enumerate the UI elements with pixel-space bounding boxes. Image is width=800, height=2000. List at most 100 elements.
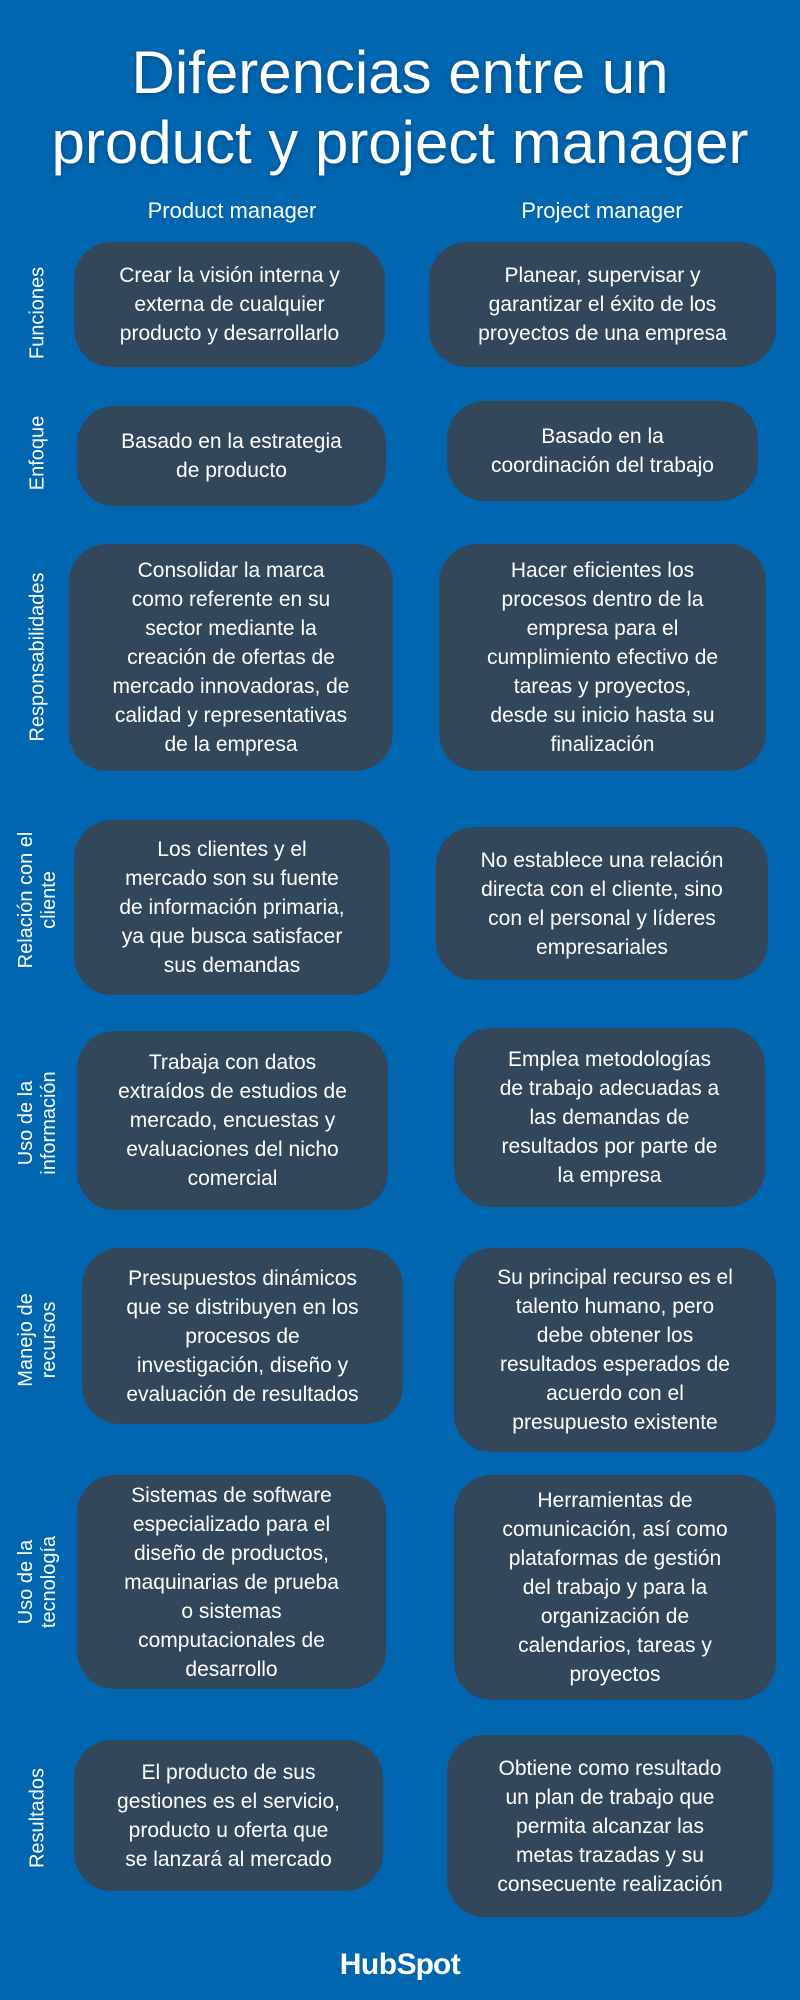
- row-label-line: Uso de la: [15, 1080, 37, 1166]
- row-label: Enfoque: [27, 416, 50, 491]
- cell-text-line: maquinarias de prueba: [124, 1570, 339, 1594]
- cell-text-line: sus demandas: [163, 954, 301, 977]
- cell-text-line: Crear la visión interna y: [119, 264, 340, 287]
- cell-text-line: proyectos de una empresa: [478, 322, 727, 345]
- cell-text-line: se lanzará al mercado: [125, 1847, 332, 1871]
- row-label-line: Responsabilidades: [26, 572, 49, 742]
- cell-text-line: del trabajo y para la: [522, 1576, 708, 1599]
- cell-text-line: sector mediante la: [145, 617, 317, 640]
- cell-text-line: Sistemas de software: [131, 1483, 332, 1507]
- project-manager-cell: No establece una relación directa con el …: [436, 827, 768, 980]
- cell-text-line: procesos de: [185, 1324, 300, 1348]
- row-label-line: Uso de la: [15, 1539, 37, 1625]
- cell-text-line: Herramientas de: [537, 1489, 693, 1512]
- cell-text-line: que se distribuyen en los: [126, 1295, 359, 1319]
- cell-text-line: presupuesto existente: [512, 1411, 718, 1434]
- row-label-line: recursos: [38, 1301, 60, 1379]
- cell-text-line: talento humano, pero: [515, 1295, 715, 1318]
- cell-text-line: empresa para el: [526, 617, 679, 640]
- project-manager-cell: Su principal recurso es el talento humano…: [454, 1248, 776, 1452]
- cell-text-line: organización de: [540, 1605, 690, 1628]
- cell-text-line: producto u oferta que: [128, 1818, 329, 1842]
- row-label: Resultados: [27, 1768, 50, 1868]
- row-label-line: Enfoque: [26, 415, 49, 491]
- cell-text-line: de producto: [176, 459, 287, 482]
- cell-text-line: diseño de productos,: [134, 1541, 329, 1565]
- cell-text-line: finalización: [550, 733, 655, 756]
- cell-text-line: de información primaria,: [119, 896, 345, 919]
- cell-text-line: Basado en la: [541, 425, 664, 448]
- cell-text-line: comercial: [187, 1167, 278, 1190]
- cell-text-line: El producto de sus: [141, 1760, 316, 1784]
- product-manager-cell: Crear la visión interna y externa de cual…: [74, 242, 385, 367]
- cell-text-line: desarrollo: [185, 1657, 278, 1681]
- cell-text-line: especializado para el: [132, 1512, 331, 1536]
- cell-text-line: metas trazadas y su: [516, 1843, 704, 1867]
- cell-text-line: resultados por parte de: [501, 1135, 718, 1158]
- cell-text-line: Emplea metodologías: [507, 1048, 712, 1071]
- cell-text-line: plataformas de gestión: [508, 1547, 722, 1570]
- cell-text-line: evaluación de resultados: [126, 1382, 359, 1406]
- cell-text-line: comunicación, así como: [502, 1518, 728, 1541]
- row-label: Uso de la información: [15, 1071, 61, 1174]
- cell-text-line: con el personal y líderes: [488, 906, 716, 930]
- project-manager-cell: Herramientas de comunicación, así como pla…: [454, 1475, 776, 1700]
- cell-text-line: Obtiene como resultado: [498, 1756, 722, 1780]
- cell-text-line: como referente en su: [131, 588, 331, 611]
- cell-text-line: mercado son su fuente: [125, 867, 339, 890]
- project-manager-cell: Basado en la coordinación del trabajo: [447, 401, 758, 501]
- cell-text-line: producto y desarrollarlo: [119, 322, 340, 345]
- row-label-line: información: [38, 1071, 60, 1175]
- row-label: Funciones: [27, 267, 50, 359]
- hubspot-logo: HubSpot: [339, 1948, 461, 1981]
- title-line: product y project manager: [51, 109, 749, 176]
- cell-text-line: evaluaciones del nicho: [126, 1138, 339, 1161]
- cell-text-line: la empresa: [557, 1164, 662, 1187]
- cell-text-line: externa de cualquier: [134, 293, 325, 316]
- product-manager-cell: Sistemas de software especializado para e…: [77, 1475, 386, 1689]
- product-manager-cell: Trabaja con datos extraídos de estudios d…: [77, 1031, 388, 1210]
- product-manager-cell: El producto de sus gestiones es el servic…: [74, 1740, 383, 1891]
- cell-text-line: Presupuestos dinámicos: [128, 1266, 357, 1290]
- cell-text-line: creación de ofertas de: [127, 646, 335, 669]
- cell-text-line: coordinación del trabajo: [491, 454, 714, 477]
- cell-text-line: o sistemas: [181, 1599, 282, 1623]
- cell-text-line: Los clientes y el: [157, 838, 307, 861]
- cell-text-line: mercado, encuestas y: [129, 1109, 336, 1132]
- product-manager-cell: Basado en la estrategia de producto: [77, 406, 386, 506]
- page-title: Diferencias entre un product y project m…: [0, 38, 800, 178]
- cell-text-line: calendarios, tareas y: [518, 1634, 712, 1657]
- cell-text-line: calidad y representativas: [114, 704, 348, 727]
- cell-text-line: Hacer eficientes los: [510, 559, 695, 582]
- project-manager-cell: Planear, supervisar y garantizar el éxito…: [429, 242, 776, 367]
- cell-text-line: extraídos de estudios de: [118, 1080, 347, 1103]
- column-header-product: Product manager: [147, 198, 317, 223]
- cell-text-line: debe obtener los: [536, 1324, 694, 1347]
- cell-text-line: No establece una relación: [480, 848, 724, 872]
- cell-text-line: desde su inicio hasta su: [490, 704, 715, 727]
- cell-text-line: de trabajo adecuadas a: [499, 1077, 720, 1100]
- row-label: Relación con el cliente: [15, 832, 61, 969]
- project-manager-cell: Emplea metodologías de trabajo adecuadas …: [454, 1028, 765, 1207]
- cell-text-line: garantizar el éxito de los: [488, 293, 717, 316]
- cell-text-line: gestiones es el servicio,: [117, 1789, 340, 1813]
- cell-text-line: acuerdo con el: [546, 1382, 684, 1405]
- cell-text-line: un plan de trabajo que: [505, 1785, 715, 1809]
- cell-text-line: consecuente realización: [497, 1872, 723, 1896]
- row-label-line: Manejo de: [15, 1293, 37, 1387]
- cell-text-line: mercado innovadoras, de: [112, 675, 350, 698]
- row-label-line: Relación con el: [15, 831, 37, 969]
- cell-text-line: las demandas de: [529, 1106, 690, 1129]
- cell-text-line: cumplimiento efectivo de: [486, 646, 719, 669]
- cell-text-line: Trabaja con datos: [148, 1051, 317, 1074]
- row-label-line: cliente: [38, 871, 60, 929]
- cell-text-line: tareas y proyectos,: [513, 675, 692, 698]
- cell-text-line: empresariales: [536, 935, 668, 959]
- cell-text-line: computacionales de: [138, 1628, 325, 1652]
- row-label-line: Funciones: [26, 266, 49, 360]
- product-manager-cell: Presupuestos dinámicos que se distribuyen…: [82, 1248, 403, 1424]
- cell-text-line: ya que busca satisfacer: [121, 925, 343, 948]
- project-manager-cell: Hacer eficientes los procesos dentro de l…: [439, 544, 766, 771]
- cell-text-line: permita alcanzar las: [516, 1814, 704, 1838]
- product-manager-cell: Consolidar la marca como referente en su s…: [69, 544, 393, 771]
